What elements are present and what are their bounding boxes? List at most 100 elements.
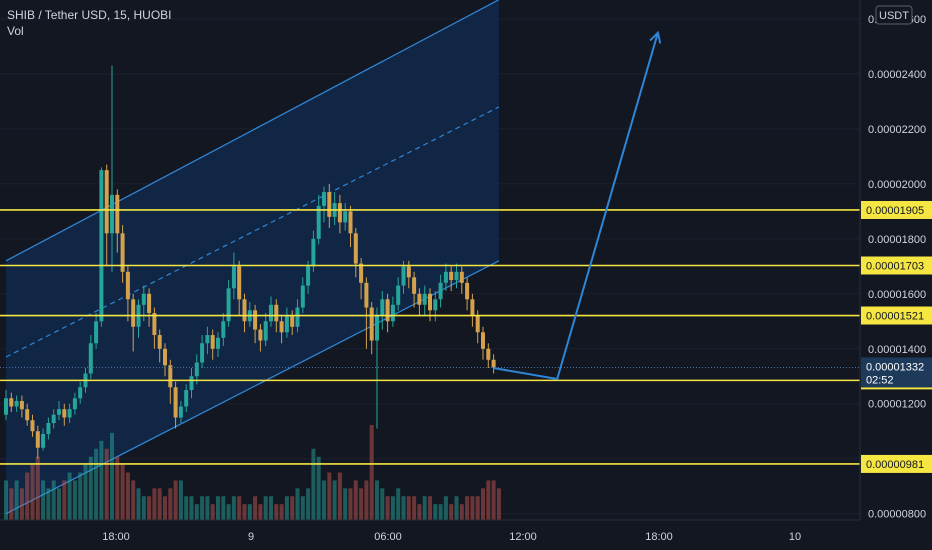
candle-body (385, 299, 390, 322)
price-tick-label: 0.00001600 (868, 289, 926, 301)
price-tick-label: 0.00001200 (868, 399, 926, 411)
volume-bar (454, 496, 459, 520)
volume-bar (14, 480, 19, 520)
volume-bar (316, 456, 321, 520)
candle-body (94, 321, 99, 344)
price-tick-label: 0.00001800 (868, 234, 926, 246)
candle-body (364, 282, 369, 308)
volume-bar (205, 496, 210, 520)
candle-body (163, 348, 167, 366)
volume-bar (443, 496, 448, 520)
volume-bar (348, 488, 353, 520)
candle-body (51, 414, 56, 423)
price-tick-label: 0.00002000 (868, 179, 926, 191)
volume-bar (263, 496, 268, 520)
volume-bar (72, 480, 77, 520)
candle-body (348, 211, 353, 234)
volume-bar (496, 488, 501, 520)
volume-bar (311, 448, 316, 520)
candle-body (200, 343, 205, 363)
candle-body (454, 271, 459, 281)
candle-body (406, 266, 411, 278)
candle-body (115, 194, 120, 234)
volume-bar (369, 425, 374, 520)
volume-bar (110, 432, 114, 520)
candle-body (390, 304, 395, 322)
candle-body (189, 376, 194, 390)
volume-bar (481, 488, 485, 520)
candle-body (491, 359, 496, 369)
candle-body (375, 315, 379, 341)
volume-bar (433, 504, 438, 520)
volume-bar (141, 496, 146, 520)
volume-bar (279, 504, 284, 520)
candle-body (306, 266, 311, 286)
channel-upper-line (5, 0, 500, 262)
volume-bar (390, 496, 395, 520)
time-tick-label: 18:00 (102, 531, 130, 543)
volume-bar (253, 496, 258, 520)
volume-bar (486, 480, 491, 520)
candle-body (72, 398, 77, 410)
candle-body (221, 321, 226, 338)
volume-bar (189, 496, 194, 520)
volume-bar (406, 496, 411, 520)
candle-body (422, 293, 427, 305)
candle-body (316, 205, 321, 239)
candle-body (459, 271, 464, 283)
candle-body (62, 409, 67, 418)
price-tick-label: 0.00002200 (868, 124, 926, 136)
volume-bar (343, 488, 348, 520)
candle-body (88, 343, 93, 374)
price-tick-label: 0.00000800 (868, 509, 926, 521)
candle-body (205, 335, 210, 344)
symbol-title[interactable]: SHIB / Tether USD, 15, HUOBI (7, 8, 172, 22)
candle-body (486, 348, 491, 360)
plot-area (0, 0, 860, 520)
volume-indicator-label[interactable]: Vol (7, 24, 24, 38)
level-label: 0.00001521 (866, 311, 924, 323)
candle-body (438, 282, 443, 300)
volume-bar (428, 496, 432, 520)
volume-bar (194, 504, 199, 520)
volume-bar (147, 496, 152, 520)
volume-bar (136, 488, 141, 520)
volume-bar (173, 480, 178, 520)
candle-body (78, 387, 83, 399)
volume-bar (19, 488, 24, 520)
time-tick-label: 12:00 (509, 531, 537, 543)
candle-body (210, 335, 215, 349)
time-tick-label: 18:00 (645, 531, 673, 543)
time-axis[interactable]: 18:00 9 06:00 12:00 18:00 10 (0, 519, 860, 550)
volume-bar (57, 488, 61, 520)
candle-body (290, 315, 295, 327)
volume-bar (242, 504, 247, 520)
candle-body (263, 321, 268, 341)
price-tick-label: 0.00002400 (868, 69, 926, 81)
volume-bar (104, 448, 109, 520)
level-label-bg (861, 256, 932, 275)
volume-bar (226, 504, 231, 520)
volume-bar (67, 472, 72, 520)
candle-body (295, 307, 300, 327)
candle-body (41, 433, 46, 448)
volume-bar (157, 488, 162, 520)
projection-arrowhead (649, 30, 662, 44)
candle-body (35, 431, 40, 448)
volume-bar (459, 504, 464, 520)
volume-bar (449, 504, 454, 520)
volume-bar (332, 480, 337, 520)
candle-body (433, 299, 438, 311)
volume-bar (163, 496, 167, 520)
currency-badge-box (875, 5, 913, 25)
candle-body (231, 266, 236, 289)
volume-bar (200, 496, 205, 520)
candle-body (9, 398, 14, 407)
candle-body (337, 203, 342, 223)
volume-bar (210, 504, 215, 520)
candle-body (274, 304, 279, 322)
current-price-bg (861, 357, 932, 388)
volume-bar (274, 504, 279, 520)
